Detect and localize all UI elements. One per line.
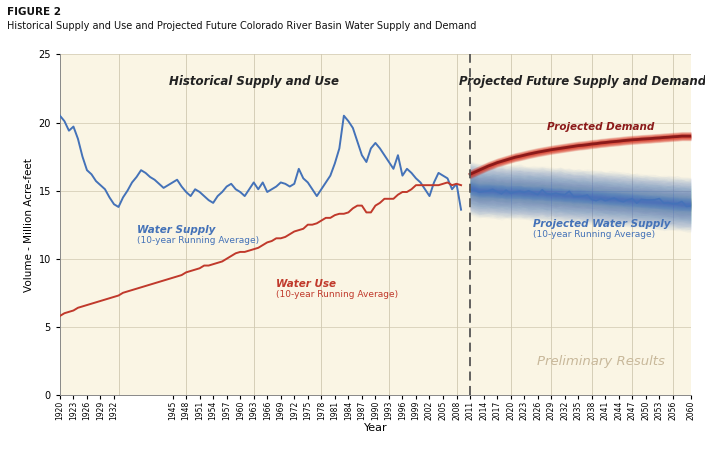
- Text: Historical Supply and Use: Historical Supply and Use: [168, 75, 338, 88]
- Text: Projected Water Supply: Projected Water Supply: [533, 219, 670, 229]
- Text: Historical Supply and Use and Projected Future Colorado River Basin Water Supply: Historical Supply and Use and Projected …: [7, 21, 477, 31]
- Text: Preliminary Results: Preliminary Results: [537, 355, 665, 368]
- Y-axis label: Volume - Million Acre-feet: Volume - Million Acre-feet: [24, 158, 35, 292]
- Text: Water Supply: Water Supply: [137, 225, 215, 235]
- Text: (10-year Running Average): (10-year Running Average): [276, 290, 398, 299]
- Text: (10-year Running Average): (10-year Running Average): [533, 230, 655, 239]
- X-axis label: Year: Year: [364, 423, 387, 433]
- Text: Projected Future Supply and Demand: Projected Future Supply and Demand: [459, 75, 705, 88]
- Text: (10-year Running Average): (10-year Running Average): [137, 236, 259, 245]
- Text: FIGURE 2: FIGURE 2: [7, 7, 61, 17]
- Text: Projected Demand: Projected Demand: [546, 122, 654, 132]
- Text: Water Use: Water Use: [276, 279, 336, 289]
